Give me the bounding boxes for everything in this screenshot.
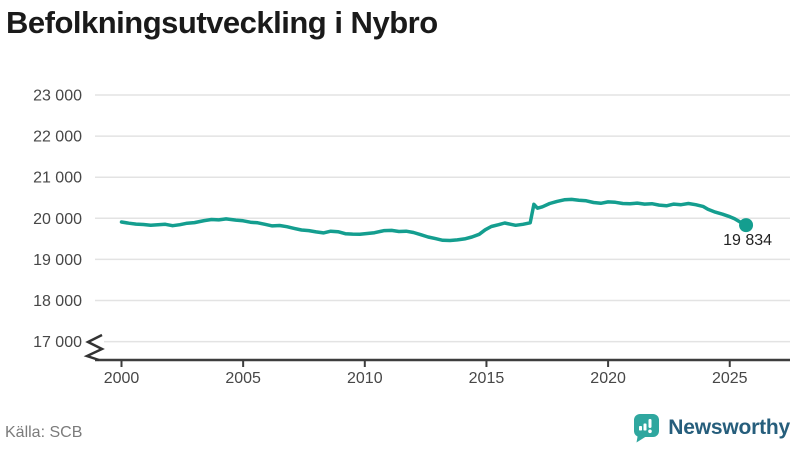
x-tick-label: 2000 [104, 370, 140, 387]
y-tick-label: 20 000 [33, 211, 82, 228]
newsworthy-branding: Newsworthy [633, 413, 790, 443]
newsworthy-logo-icon [634, 414, 660, 443]
source-note: Källa: SCB [5, 424, 83, 441]
x-tick-label: 2015 [469, 370, 505, 387]
y-axis-labels-group: 23 000 22 000 21 000 20 000 19 000 18 000 17 0… [33, 88, 82, 352]
gridlines-group [95, 94, 790, 343]
y-tick-label: 22 000 [33, 129, 82, 146]
x-tick-label: 2010 [347, 370, 383, 387]
y-tick-label: 17 000 [33, 334, 82, 351]
y-tick-label: 19 000 [33, 252, 82, 269]
newsworthy-wordmark: Newsworthy [668, 416, 790, 439]
x-tick-label: 2005 [225, 370, 261, 387]
latest-value-marker [739, 218, 754, 233]
y-tick-label: 23 000 [33, 88, 82, 105]
x-tick-label: 2025 [712, 370, 748, 387]
x-tick-label: 2020 [590, 370, 626, 387]
population-series-line [119, 197, 748, 243]
y-tick-label: 21 000 [33, 170, 82, 187]
latest-value-label: 19 834 [723, 232, 772, 249]
page-title: Befolkningsutveckling i Nybro [6, 5, 438, 40]
y-tick-label: 18 000 [33, 293, 82, 310]
x-axis-ticks-group: 2000 2005 2010 2015 2020 2025 [104, 360, 748, 387]
y-axis-break-icon [83, 333, 105, 362]
